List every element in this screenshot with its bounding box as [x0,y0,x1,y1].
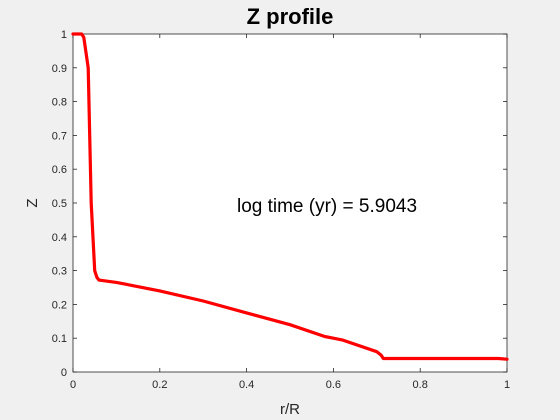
y-tick-label: 1 [61,29,67,41]
y-tick-label: 0.6 [52,164,67,176]
y-tick-label: 0 [61,367,67,379]
y-tick-label: 0.2 [52,299,67,311]
x-axis-label: r/R [280,401,300,418]
chart-title: Z profile [247,4,334,29]
y-tick-label: 0.9 [52,63,67,75]
x-tick-label: 1 [504,379,510,391]
annotation-text: log time (yr) = 5.9043 [237,196,417,217]
y-tick-label: 0.8 [52,97,67,109]
x-tick-label: 0.4 [239,379,254,391]
x-tick-label: 0.8 [413,379,428,391]
tick-labels: 0 0.2 0.4 0.6 0.8 1 0 0.1 0.2 0.3 0.4 0.5 0.6 0.7 0.8 0… [52,29,510,391]
y-tick-label: 0.7 [52,130,67,142]
x-tick-label: 0.6 [326,379,341,391]
x-tick-label: 0.2 [152,379,167,391]
x-tick-label: 0 [70,379,76,391]
axis-ticks [72,33,508,373]
y-tick-label: 0.1 [52,333,67,345]
y-axis-label: Z [24,198,41,207]
y-tick-label: 0.3 [52,266,67,278]
plot-area [72,33,508,373]
y-tick-label: 0.5 [52,198,67,210]
data-series-line [71,32,509,361]
y-tick-label: 0.4 [52,232,67,244]
